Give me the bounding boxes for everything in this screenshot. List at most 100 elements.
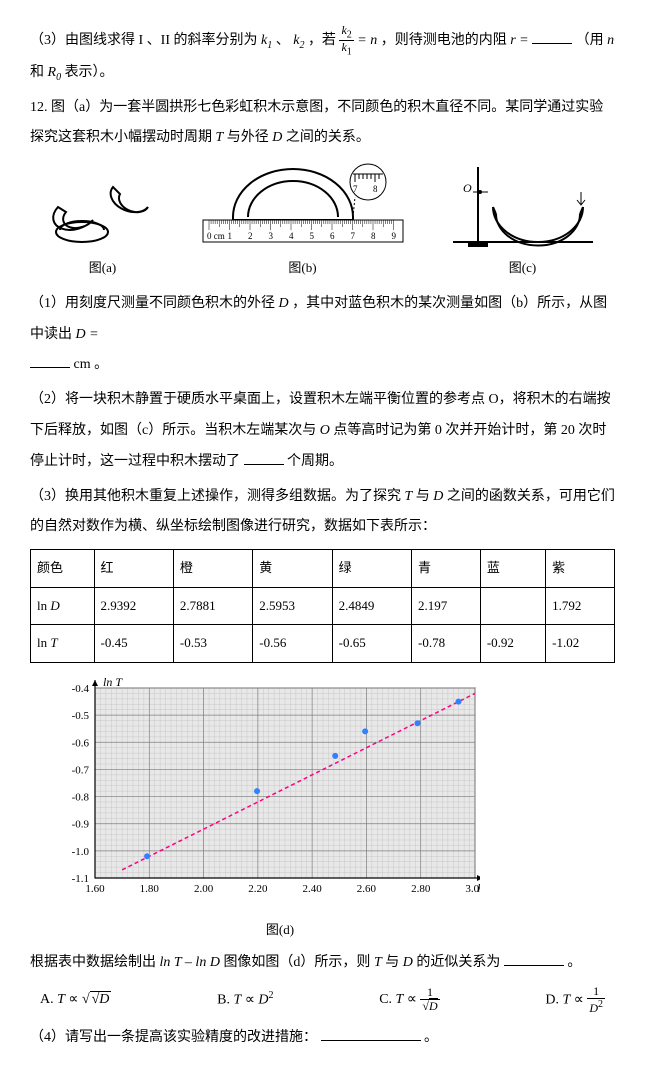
blank-relation [504,965,564,966]
table-cell: 2.5953 [253,587,332,625]
table-header: 颜色 [31,550,95,588]
blank-D [30,367,70,368]
t: 与外径 [227,130,269,145]
cap-a: 图(a) [48,254,158,283]
figure-a [48,172,158,252]
q12-4: （4）请写出一条提高该实验精度的改进措施： 。 [30,1023,615,1054]
blank-improve [321,1040,421,1041]
table-cell: 2.197 [412,587,481,625]
mag-7: 7 [353,184,358,194]
svg-text:2.40: 2.40 [303,883,323,895]
svg-text:2.80: 2.80 [411,883,431,895]
svg-text:-0.4: -0.4 [72,683,90,695]
cap-b: 图(b) [193,254,413,283]
table-cell [480,587,545,625]
q12-2: （2）将一块积木静置于硬质水平桌面上，设置积木左端平衡位置的参考点 O，将积木的… [30,385,615,477]
q12-1: （1）用刻度尺测量不同颜色积木的外径 D ，其中对蓝色积木的某次测量如图（b）所… [30,289,615,381]
blank-r [532,43,572,44]
svg-text:-0.8: -0.8 [72,791,90,803]
frac-k2k1: k2 k1 [339,24,353,58]
svg-text:-0.9: -0.9 [72,819,90,831]
t: （3）由图线求得 I 、II 的斜率分别为 [30,33,258,48]
table-cell: 2.7881 [173,587,252,625]
post-chart: 根据表中数据绘制出 ln T – ln D 图像如图（d）所示，则 T 与 D … [30,948,615,979]
O-label: O [463,181,472,195]
t: 根据表中数据绘制出 [30,955,156,970]
chart-lnT-lnD: 1.601.802.002.202.402.602.803.00-0.4-0.5… [50,673,615,944]
D: D [403,955,413,970]
svg-text:-1.1: -1.1 [72,873,89,885]
svg-text:4: 4 [289,231,294,241]
O: O [320,423,330,438]
table-cell: 2.9392 [94,587,173,625]
r-eq: r = [510,33,528,48]
t: 之间的关系。 [286,130,370,145]
svg-text:5: 5 [309,231,314,241]
data-table: 颜色红橙黄绿青蓝紫 ln D2.93922.78812.59532.48492.… [30,549,615,663]
table-cell: -0.92 [480,625,545,663]
t: 表示）。 [65,65,114,80]
table-header: 红 [94,550,173,588]
k2: k2 [293,33,304,48]
cm: cm 。 [74,357,109,372]
svg-text:ln D: ln D [477,881,480,895]
table-cell: -0.45 [94,625,173,663]
t: 与 [385,955,399,970]
svg-text:-0.5: -0.5 [72,710,90,722]
svg-text:2.00: 2.00 [194,883,214,895]
t: （用 [576,33,604,48]
option-A: A. T ∝ √√D [40,985,111,1016]
table-header: 青 [412,550,481,588]
k1: k1 [261,33,272,48]
option-C: C. T ∝ 1√D [379,985,439,1016]
t: 与 [416,489,430,504]
T: T [405,489,413,504]
cap-c: 图(c) [448,254,598,283]
svg-text:-0.7: -0.7 [72,764,90,776]
row-label: ln D [31,587,95,625]
table-cell: -0.78 [412,625,481,663]
t: （1）用刻度尺测量不同颜色积木的外径 [30,296,275,311]
table-cell: 1.792 [546,587,615,625]
q12-3: （3）换用其他积木重复上述操作，测得多组数据。为了探究 T 与 D 之间的函数关… [30,482,615,544]
svg-text:3: 3 [268,231,273,241]
svg-text:9: 9 [391,231,396,241]
table-header: 蓝 [480,550,545,588]
t: 图像如图（d）所示，则 [223,955,370,970]
table-cell: -0.53 [173,625,252,663]
lnTlnD: ln T – ln D [160,955,220,970]
ruler-zero: 0 cm [207,231,225,241]
table-cell: -0.56 [253,625,332,663]
eq-n: = n [357,33,377,48]
table-header: 紫 [546,550,615,588]
figure-b: 123456789 0 cm 7 8 [193,162,413,252]
t: 。 [567,955,581,970]
blank-periods [244,464,284,465]
svg-text:8: 8 [371,231,376,241]
options-row: A. T ∝ √√D B. T ∝ D2 C. T ∝ 1√D D. T ∝ 1… [30,985,615,1016]
mag-8: 8 [373,184,378,194]
svg-text:6: 6 [330,231,335,241]
t: 和 [30,65,44,80]
t: 个周期。 [287,454,343,469]
svg-text:-1.0: -1.0 [72,846,90,858]
table-header: 橙 [173,550,252,588]
svg-text:7: 7 [350,231,355,241]
T: T [216,130,224,145]
figure-c: O [448,162,598,252]
q11-3: （3）由图线求得 I 、II 的斜率分别为 k1 、 k2 ，若 k2 k1 =… [30,24,615,89]
cap-d: 图(d) [90,916,470,945]
D: D [279,296,289,311]
svg-text:-0.6: -0.6 [72,737,90,749]
R0: R0 [48,65,62,80]
figure-captions: 图(a) 图(b) 图(c) [30,254,615,283]
D: D [433,489,443,504]
q12-intro: 12. 图（a）为一套半圆拱形七色彩虹积木示意图，不同颜色的积木直径不同。某同学… [30,93,615,155]
t: 的近似关系为 [416,955,500,970]
t: 。 [424,1030,438,1045]
t: （4）请写出一条提高该实验精度的改进措施： [30,1030,317,1045]
table-cell: 2.4849 [332,587,411,625]
table-header: 绿 [332,550,411,588]
svg-text:2.60: 2.60 [357,883,377,895]
T: T [374,955,382,970]
